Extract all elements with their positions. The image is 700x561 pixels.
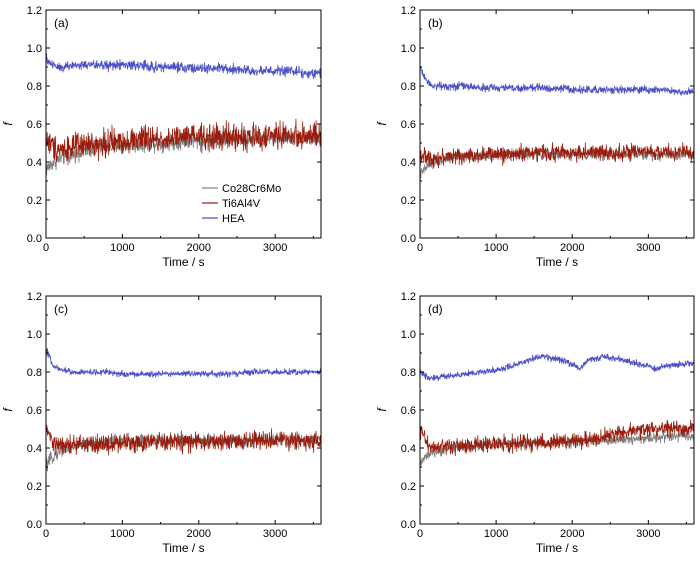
y-tick-label: 0.8 — [27, 81, 42, 93]
x-tick-label: 2000 — [560, 528, 584, 540]
y-tick-label: 0.4 — [401, 157, 416, 169]
x-axis-label: Time / s — [536, 255, 578, 269]
x-axis-label: Time / s — [162, 541, 204, 555]
y-tick-label: 1.0 — [27, 43, 42, 55]
x-axis-label: Time / s — [536, 541, 578, 555]
series-line-hea — [46, 348, 321, 378]
x-tick-label: 0 — [43, 242, 49, 254]
y-tick-label: 0.6 — [27, 119, 42, 131]
plot-frame — [419, 9, 695, 239]
legend-label: Co28Cr6Mo — [222, 183, 281, 195]
y-tick-label: 0.8 — [27, 367, 42, 379]
plot-frame — [419, 295, 695, 525]
y-tick-label: 0.0 — [27, 519, 42, 531]
legend-label: HEA — [222, 213, 245, 225]
plot-frame — [45, 295, 322, 525]
y-tick-label: 0.0 — [401, 233, 416, 245]
panel-label: (c) — [54, 302, 68, 316]
legend: Co28Cr6Mo Ti6Al4V HEA — [202, 183, 281, 225]
series-line-ti6al4v — [420, 419, 694, 457]
x-axis-label: Time / s — [162, 255, 204, 269]
y-tick-label: 0.6 — [401, 405, 416, 417]
y-tick-label: 0.2 — [27, 195, 42, 207]
x-tick-label: 0 — [417, 528, 423, 540]
panel-label: (a) — [54, 16, 69, 30]
y-axis-label: f — [1, 121, 15, 126]
y-tick-label: 1.2 — [27, 5, 42, 17]
series-line-ti6al4v — [420, 142, 694, 170]
chart-panel-b: 0 1000 2000 3000 0.0 0.2 0.4 0.6 0.8 1.0 1.2 Time /… — [375, 5, 695, 269]
series-line-ti6al4v — [46, 118, 321, 166]
y-tick-label: 1.2 — [401, 5, 416, 17]
y-tick-label: 1.0 — [401, 329, 416, 341]
y-tick-label: 0.2 — [27, 481, 42, 493]
y-tick-label: 1.0 — [401, 43, 416, 55]
chart-panel-c: 0 1000 2000 3000 0.0 0.2 0.4 0.6 0.8 1.0 1.2 Time /… — [1, 291, 322, 555]
y-tick-label: 0.6 — [401, 119, 416, 131]
x-tick-label: 3000 — [263, 528, 287, 540]
x-tick-label: 3000 — [636, 528, 660, 540]
x-tick-label: 0 — [43, 528, 49, 540]
panel-label: (d) — [428, 302, 443, 316]
x-tick-label: 3000 — [263, 242, 287, 254]
y-tick-label: 0.8 — [401, 81, 416, 93]
series-line-hea — [420, 353, 694, 381]
panel-label: (b) — [428, 16, 443, 30]
y-axis-label: f — [375, 407, 389, 412]
y-tick-label: 0.0 — [401, 519, 416, 531]
chart-panel-a: 0 1000 2000 3000 0.0 0.2 0.4 0.6 0.8 1.0 1.2 Time /… — [1, 5, 322, 269]
y-tick-label: 0.2 — [401, 195, 416, 207]
y-tick-label: 0.2 — [401, 481, 416, 493]
x-tick-label: 1000 — [110, 528, 134, 540]
legend-label: Ti6Al4V — [222, 198, 261, 210]
x-tick-label: 2000 — [187, 242, 211, 254]
y-tick-label: 1.2 — [27, 291, 42, 303]
y-tick-label: 1.0 — [27, 329, 42, 341]
y-tick-label: 0.4 — [27, 443, 42, 455]
y-tick-label: 1.2 — [401, 291, 416, 303]
x-tick-label: 1000 — [484, 528, 508, 540]
x-tick-label: 1000 — [110, 242, 134, 254]
y-axis-label: f — [1, 407, 15, 412]
series-line-ti6al4v — [46, 422, 321, 456]
y-tick-label: 0.4 — [401, 443, 416, 455]
x-tick-label: 2000 — [187, 528, 211, 540]
y-tick-label: 0.6 — [27, 405, 42, 417]
x-tick-label: 2000 — [560, 242, 584, 254]
y-axis-label: f — [375, 121, 389, 126]
y-tick-label: 0.0 — [27, 233, 42, 245]
y-tick-label: 0.8 — [401, 367, 416, 379]
y-tick-label: 0.4 — [27, 157, 42, 169]
chart-panel-d: 0 1000 2000 3000 0.0 0.2 0.4 0.6 0.8 1.0 1.2 Time /… — [375, 291, 695, 555]
series-line-hea — [420, 64, 694, 97]
x-tick-label: 0 — [417, 242, 423, 254]
x-tick-label: 3000 — [636, 242, 660, 254]
x-tick-label: 1000 — [484, 242, 508, 254]
series-line-hea — [46, 53, 321, 80]
